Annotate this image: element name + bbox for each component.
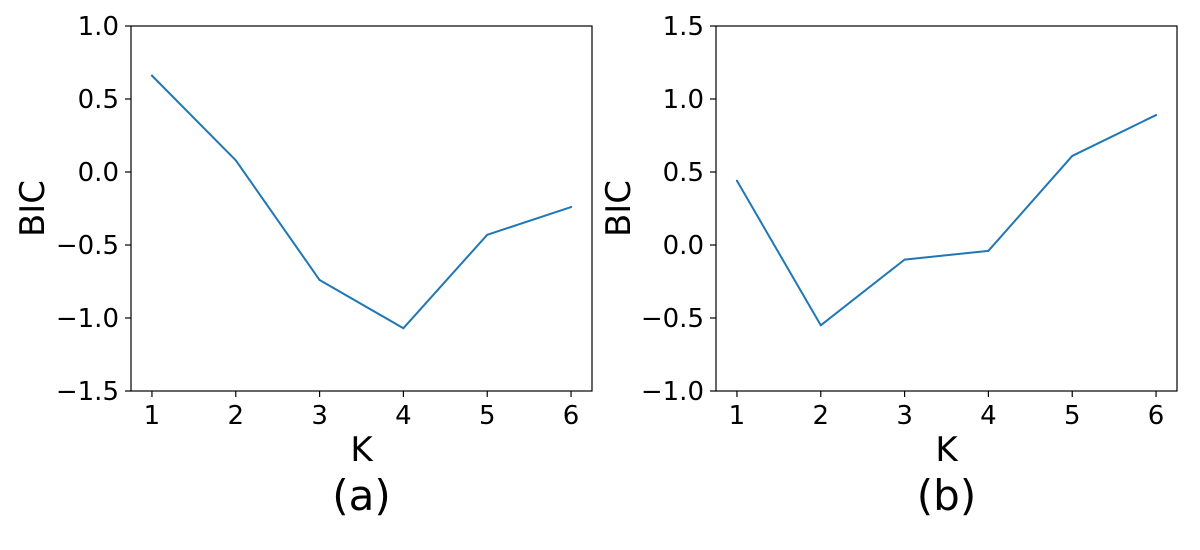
- panel-caption: (b): [917, 471, 976, 520]
- y-axis-label: BIC: [599, 180, 639, 237]
- y-tick-label: −0.5: [641, 304, 704, 334]
- chart-panel-a: 1 2 3 4 5 6 −1.5 −1.0 −0.5 0.0 0.5 1.0 K BIC (a): [13, 12, 593, 520]
- chart-panel-b: 1 2 3 4 5 6 −1.0 −0.5 0.0 0.5 1.0 1.5 K BIC (b): [599, 12, 1178, 520]
- x-tick-label: 6: [1148, 401, 1165, 431]
- x-tick-label: 1: [144, 401, 161, 431]
- y-tick-label: −0.5: [56, 231, 119, 261]
- y-tick-label: 0.5: [663, 158, 704, 188]
- data-point: [735, 179, 738, 182]
- data-point: [402, 327, 405, 330]
- y-tick-label: −1.0: [56, 304, 119, 334]
- y-tick-label: 1.5: [663, 12, 704, 42]
- series-layer: [735, 114, 1158, 327]
- axis-ticks: 1 2 3 4 5 6 −1.0 −0.5 0.0 0.5 1.0 1.5: [641, 12, 1164, 431]
- x-tick-label: 3: [896, 401, 913, 431]
- panel-caption: (a): [332, 471, 391, 520]
- x-axis-label: K: [935, 430, 959, 470]
- plot-area-frame: [715, 25, 1178, 392]
- x-tick-label: 2: [227, 401, 244, 431]
- plot-area-frame: [130, 25, 593, 392]
- series-line: [150, 74, 573, 330]
- series-line: [735, 114, 1158, 327]
- x-tick-label: 5: [1064, 401, 1081, 431]
- data-point: [318, 279, 321, 282]
- y-axis-label: BIC: [13, 180, 53, 237]
- y-tick-label: 0.0: [663, 231, 704, 261]
- y-tick-label: −1.0: [641, 377, 704, 407]
- data-point: [150, 74, 153, 77]
- y-tick-label: 1.0: [663, 85, 704, 115]
- x-tick-label: 5: [479, 401, 496, 431]
- x-tick-label: 4: [980, 401, 997, 431]
- data-point: [987, 249, 990, 252]
- data-point: [486, 233, 489, 236]
- y-tick-label: 0.5: [78, 85, 119, 115]
- data-point: [819, 324, 822, 327]
- x-tick-label: 1: [729, 401, 746, 431]
- data-point: [1155, 114, 1158, 117]
- x-tick-label: 4: [395, 401, 412, 431]
- x-tick-label: 3: [311, 401, 328, 431]
- y-tick-label: 0.0: [78, 158, 119, 188]
- axis-ticks: 1 2 3 4 5 6 −1.5 −1.0 −0.5 0.0 0.5 1.0: [56, 12, 579, 431]
- series-layer: [150, 74, 573, 330]
- x-tick-label: 6: [563, 401, 580, 431]
- data-point: [903, 258, 906, 261]
- x-axis-label: K: [350, 430, 374, 470]
- y-tick-label: −1.5: [56, 377, 119, 407]
- x-tick-label: 2: [812, 401, 829, 431]
- y-tick-label: 1.0: [78, 12, 119, 42]
- data-point: [570, 206, 573, 209]
- data-point: [234, 159, 237, 162]
- data-point: [1071, 154, 1074, 157]
